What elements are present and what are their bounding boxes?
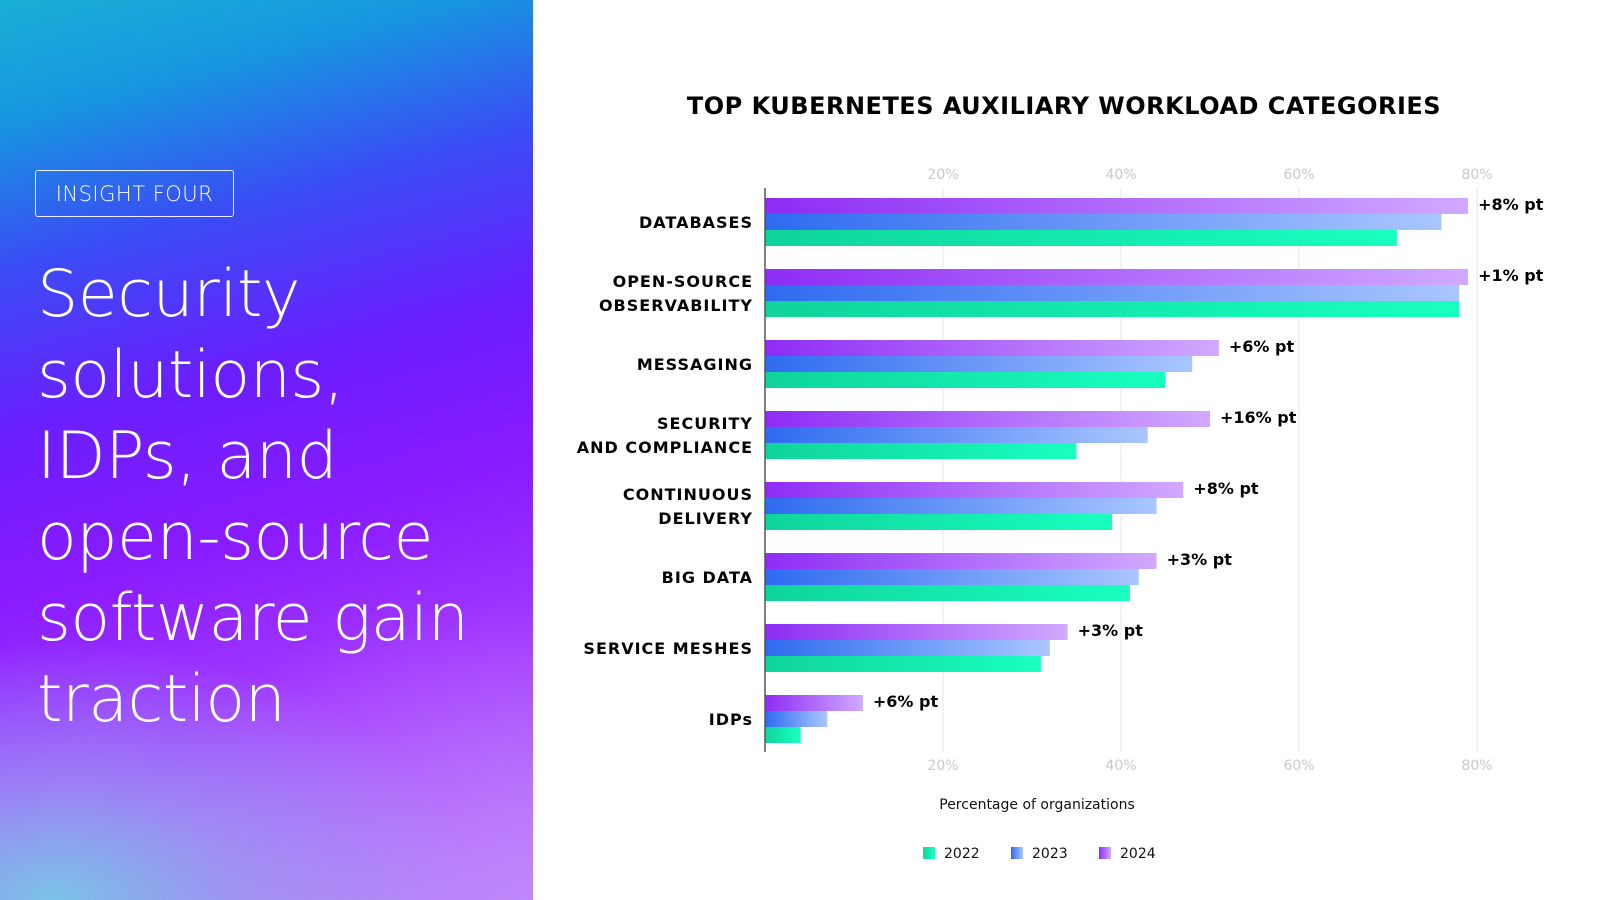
x-tick-label-bottom: 80% [1461,758,1492,774]
bar-2023 [765,285,1460,301]
delta-label: +16% pt [1220,408,1297,427]
bar-2022 [765,230,1397,246]
bar-2022 [765,301,1460,317]
x-tick-label-top: 40% [1105,167,1136,183]
bar-2023 [765,711,828,727]
bar-2024 [765,340,1219,356]
headline: Security solutions, IDPs, and open-sourc… [37,257,469,737]
x-tick-label-top: 60% [1283,167,1314,183]
delta-label: +8% pt [1193,479,1259,498]
bar-2024 [765,198,1469,214]
bar-2023 [765,427,1148,443]
category-label: SERVICE MESHES [583,639,753,658]
category-label: MESSAGING [637,355,753,374]
grid-layer: 20% 20% 40% 40% 60% 60% 80% 80% [927,167,1492,774]
legend-swatch-2022 [923,847,935,859]
chart: TOP KUBERNETES AUXILIARY WORKLOAD CATEGO… [577,92,1544,862]
x-tick-label-bottom: 60% [1283,758,1314,774]
legend: 2022 2023 2024 [923,846,1156,862]
bar-2024 [765,482,1184,498]
insight-badge: INSIGHT FOUR [35,170,234,217]
legend-swatch-2023 [1011,847,1023,859]
category-label: DATABASES [639,213,753,232]
delta-label: +3% pt [1167,550,1233,569]
bar-2022 [765,585,1130,601]
bar-2023 [765,356,1193,372]
bar-2022 [765,514,1113,530]
left-panel: INSIGHT FOUR Security solutions, IDPs, a… [0,0,533,900]
category-label: BIG DATA [662,568,753,587]
x-axis-title: Percentage of organizations [939,797,1135,813]
legend-label-2024: 2024 [1120,846,1156,862]
bar-2022 [765,443,1077,459]
delta-label: +3% pt [1078,621,1144,640]
x-tick-label-bottom: 40% [1105,758,1136,774]
x-tick-label-top: 80% [1461,167,1492,183]
bars-layer [765,198,1469,743]
bar-2022 [765,372,1166,388]
bar-2024 [765,553,1157,569]
delta-label: +1% pt [1478,266,1544,285]
category-label: IDPs [709,710,753,729]
category-label: OPEN-SOURCE OBSERVABILITY [599,272,753,315]
bar-2024 [765,624,1068,640]
chart-title: TOP KUBERNETES AUXILIARY WORKLOAD CATEGO… [687,92,1441,120]
delta-label: +6% pt [1229,337,1295,356]
bar-2023 [765,214,1442,230]
legend-label-2022: 2022 [944,846,980,862]
bar-2022 [765,656,1041,672]
bar-2024 [765,695,863,711]
legend-swatch-2024 [1099,847,1111,859]
bar-2024 [765,269,1469,285]
bar-2022 [765,727,801,743]
x-tick-label-bottom: 20% [927,758,958,774]
bar-2023 [765,569,1139,585]
category-label: SECURITY AND COMPLIANCE [577,414,753,457]
delta-label: +8% pt [1478,195,1544,214]
category-label: CONTINUOUS DELIVERY [623,485,753,528]
x-tick-label-top: 20% [927,167,958,183]
bar-2023 [765,498,1157,514]
bar-2023 [765,640,1050,656]
delta-label: +6% pt [873,692,939,711]
bar-2024 [765,411,1210,427]
legend-label-2023: 2023 [1032,846,1068,862]
labels-layer: +8% pt DATABASES +1% pt OPEN-SOURCE OBSERVAB… [577,195,1544,729]
